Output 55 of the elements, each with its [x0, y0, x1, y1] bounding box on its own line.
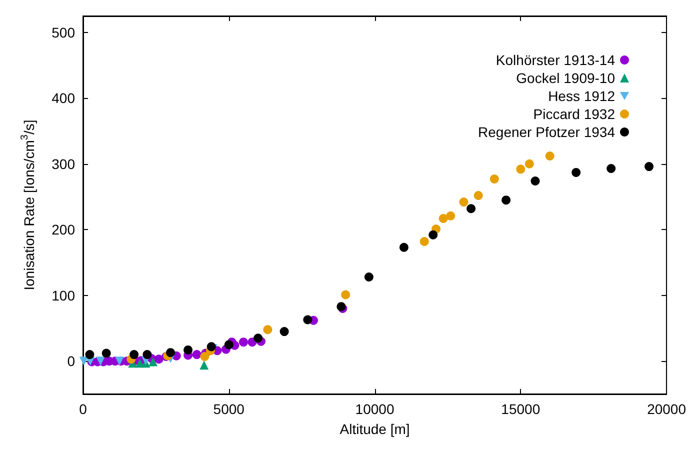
x-tick-label: 10000	[355, 401, 394, 417]
point	[606, 164, 616, 174]
point	[490, 174, 499, 184]
legend-label: Kolhörster 1913-14	[496, 52, 616, 68]
point	[130, 350, 139, 360]
x-tick-label: 5000	[213, 401, 245, 417]
legend-label: Piccard 1932	[533, 106, 616, 122]
point	[399, 242, 408, 252]
point	[85, 350, 94, 360]
point	[254, 334, 263, 343]
point	[148, 357, 158, 366]
x-axis-title: Altitude [m]	[340, 421, 410, 437]
point	[446, 211, 456, 220]
point	[184, 345, 193, 354]
x-tick-label: 20000	[647, 401, 686, 417]
point	[364, 272, 374, 282]
point	[459, 198, 468, 207]
legend-label: Gockel 1909-10	[516, 70, 616, 86]
point	[142, 350, 152, 360]
y-tick-label: 300	[52, 156, 76, 172]
point	[263, 325, 272, 334]
x-tick-label: 15000	[501, 401, 540, 417]
y-axis-title: Ionisation Rate [Ions/cm3/s]	[20, 120, 37, 290]
point	[524, 159, 534, 168]
point	[224, 340, 234, 350]
point	[102, 348, 111, 358]
point	[192, 350, 202, 360]
point	[466, 204, 476, 214]
point	[530, 176, 540, 186]
point	[474, 190, 483, 200]
y-tick-label: 400	[52, 90, 76, 106]
y-tick-label: 0	[67, 353, 76, 370]
point	[96, 356, 106, 366]
legend-label: Regener Pfotzer 1934	[478, 124, 616, 140]
x-tick-label: 0	[79, 401, 88, 417]
point	[200, 352, 210, 362]
point	[420, 236, 429, 246]
point	[428, 230, 438, 240]
point	[280, 327, 289, 336]
point	[438, 214, 448, 223]
point	[341, 290, 350, 300]
point	[545, 152, 554, 161]
point	[644, 162, 654, 172]
legend-label: Hess 1912	[548, 88, 616, 104]
point	[502, 196, 511, 205]
point	[200, 360, 209, 370]
y-tick-label: 100	[52, 287, 76, 304]
point	[166, 348, 176, 358]
y-tick-label: 500	[52, 24, 76, 40]
point	[572, 168, 581, 177]
point	[238, 338, 248, 347]
y-tick-label: 200	[52, 222, 76, 238]
point	[154, 354, 164, 364]
point	[516, 164, 526, 174]
point	[303, 315, 312, 324]
